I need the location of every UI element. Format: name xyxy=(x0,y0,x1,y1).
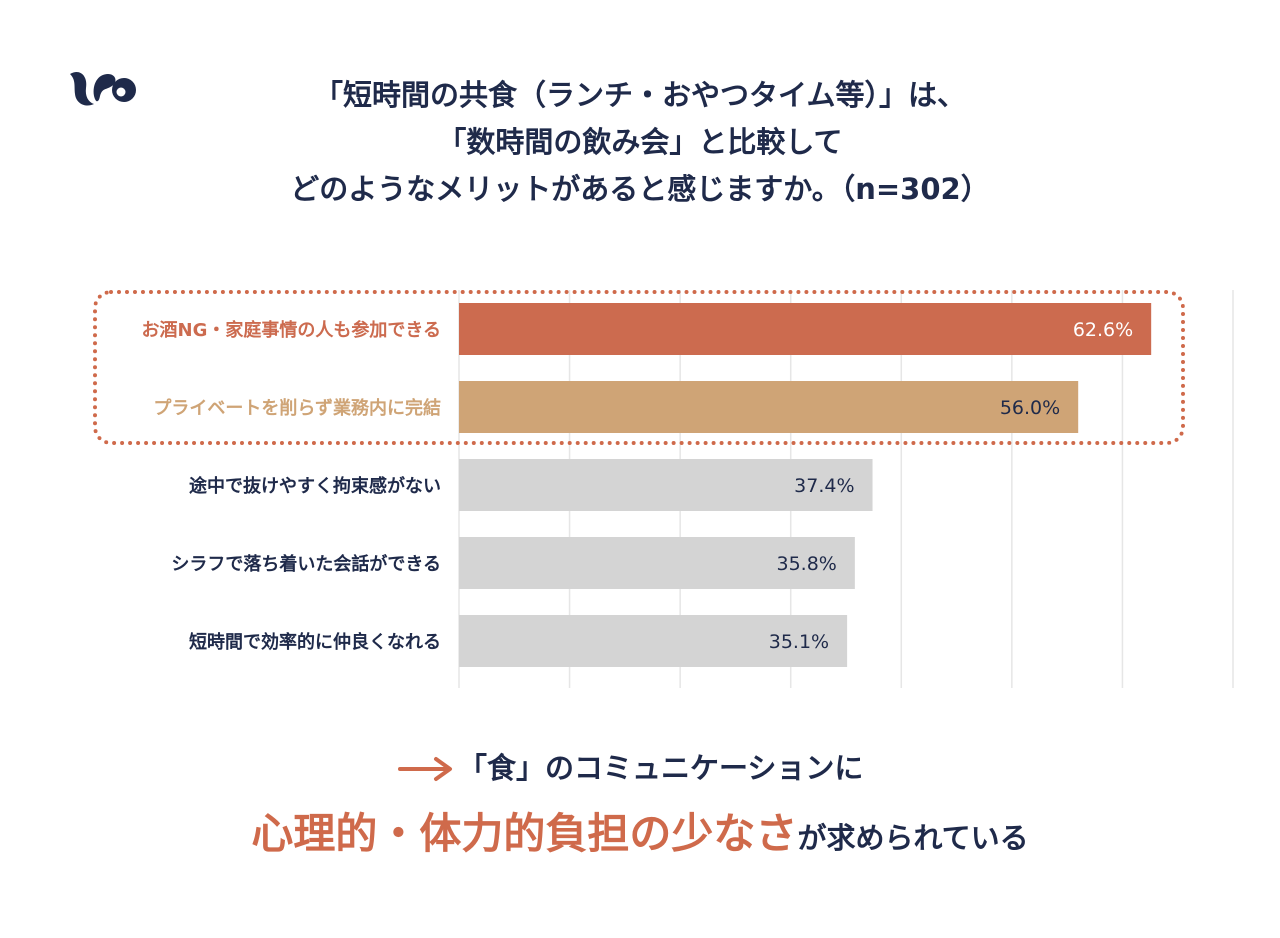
bar xyxy=(459,537,855,589)
value-label: 56.0% xyxy=(1000,397,1060,419)
bar xyxy=(459,459,873,511)
value-label: 35.1% xyxy=(769,631,829,653)
bar xyxy=(459,615,848,667)
value-label: 35.8% xyxy=(776,553,836,575)
highlight-box xyxy=(93,290,1185,445)
value-label: 62.6% xyxy=(1073,319,1133,341)
value-label: 37.4% xyxy=(794,475,854,497)
title-line-1: 「短時間の共食（ランチ・おやつタイム等）」は、 xyxy=(314,78,966,112)
chart-title: 「短時間の共食（ランチ・おやつタイム等）」は、 「数時間の飲み会」と比較して ど… xyxy=(140,72,1140,213)
bar xyxy=(459,303,1152,355)
brand-logo-icon xyxy=(70,71,136,106)
conclusion-emphasis: 心理的・体力的負担の少なさ xyxy=(251,809,798,858)
right-arrow-icon xyxy=(398,757,452,781)
title-line-3: どのようなメリットがあると感じますか。（n=302） xyxy=(290,172,990,206)
category-label: プライベートを削らず業務内に完結 xyxy=(153,397,441,419)
category-label: お酒NG・家庭事情の人も参加できる xyxy=(142,319,441,341)
conclusion-line-1: 「食」のコミュニケーションに xyxy=(458,751,864,785)
category-label: シラフで落ち着いた会話ができる xyxy=(171,553,441,575)
category-label: 短時間で効率的に仲良くなれる xyxy=(189,631,441,653)
conclusion-rest: が求められている xyxy=(797,821,1029,855)
title-line-2: 「数時間の飲み会」と比較して xyxy=(437,125,843,159)
bar xyxy=(459,381,1079,433)
conclusion-line-2: 心理的・体力的負担の少なさが求められている xyxy=(0,804,1280,873)
category-label: 途中で抜けやすく拘束感がない xyxy=(189,475,441,497)
